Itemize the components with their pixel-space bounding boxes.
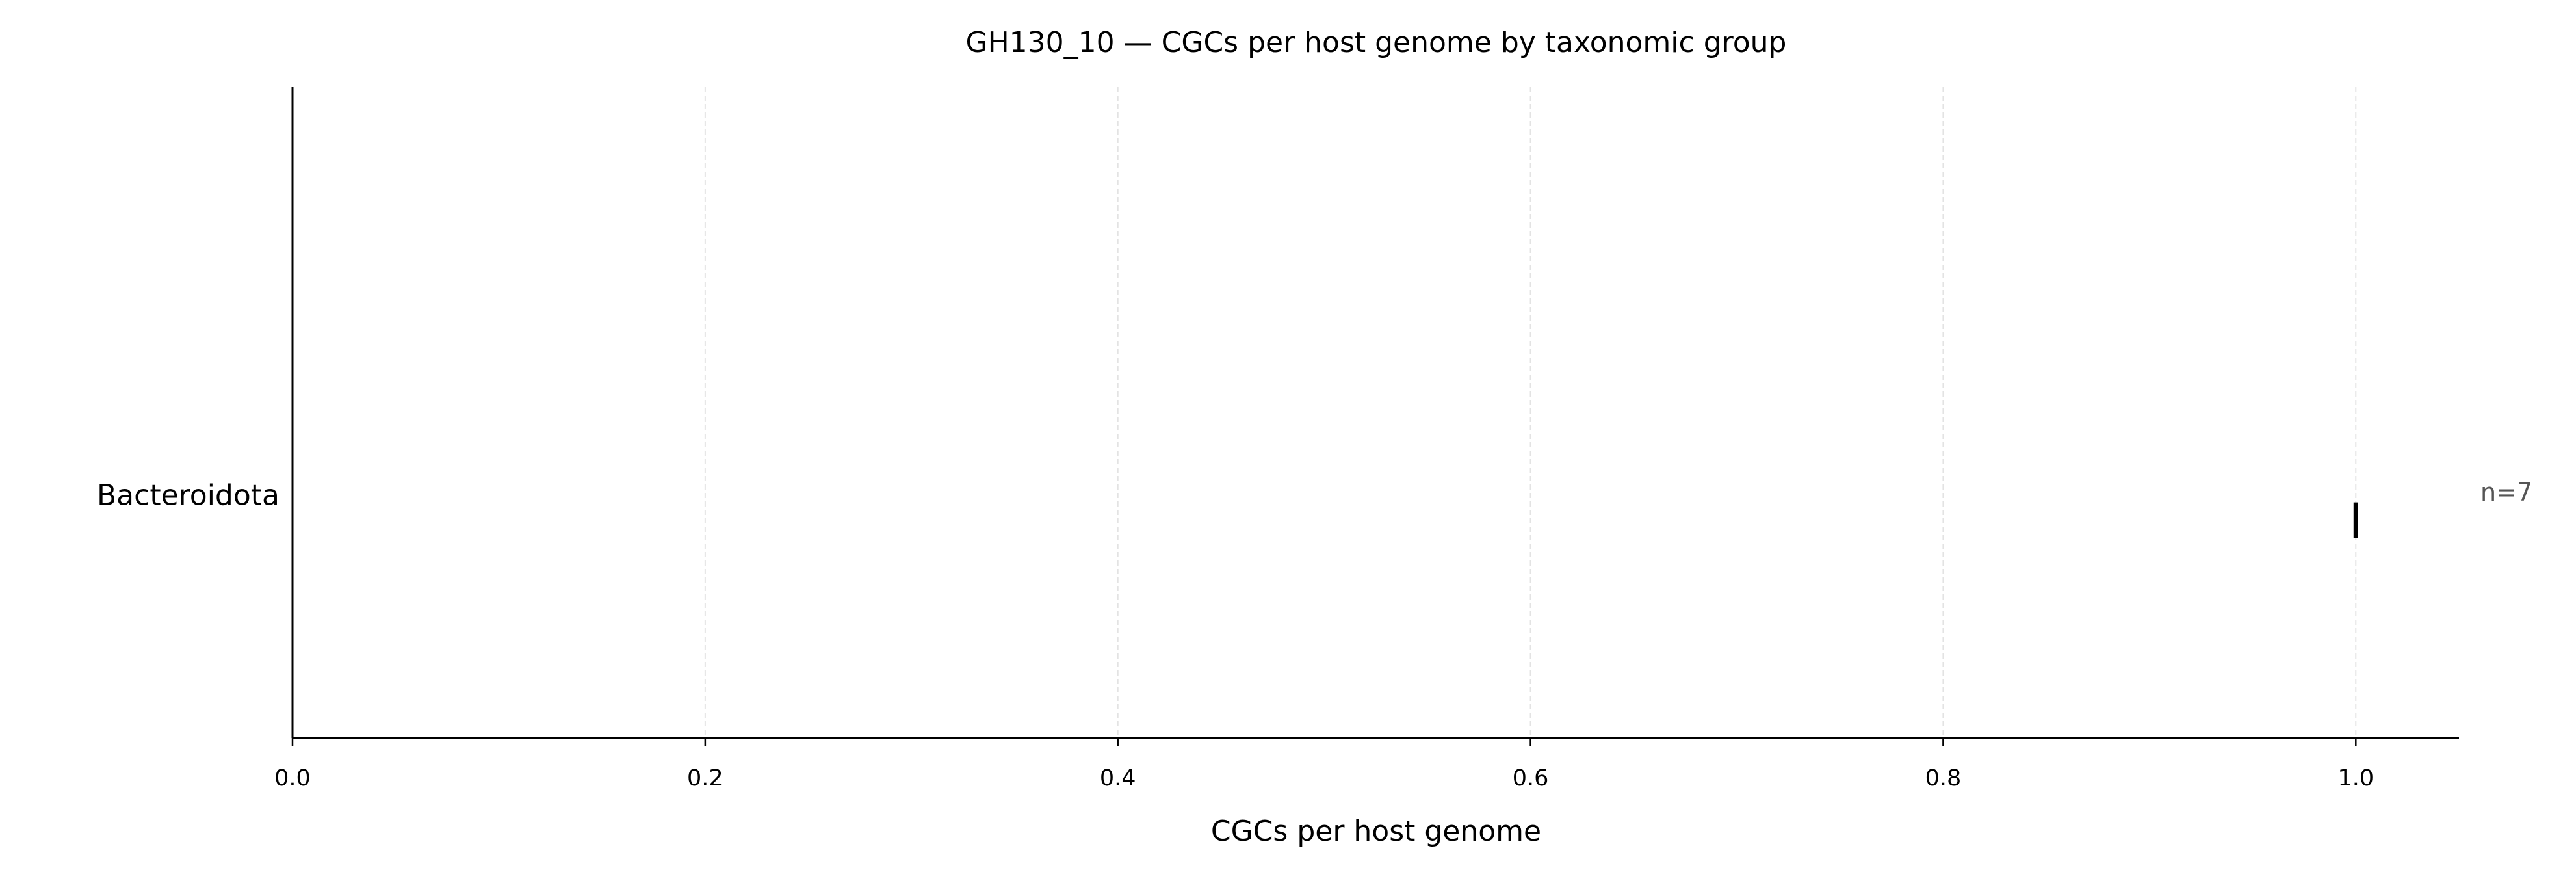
x-tick-label: 1.0: [2337, 765, 2374, 791]
y-tick-label: Bacteroidota: [97, 479, 280, 512]
x-axis-label: CGCs per host genome: [1211, 815, 1541, 848]
x-tick-label: 0.8: [1925, 765, 1962, 791]
x-tick-label: 0.2: [687, 765, 723, 791]
x-tick-label: 0.6: [1513, 765, 1549, 791]
count-annotation: n=7: [2480, 478, 2532, 507]
x-tick-label: 0.0: [274, 765, 311, 791]
x-tick-label: 0.4: [1100, 765, 1136, 791]
chart-title: GH130_10 — CGCs per host genome by taxon…: [966, 26, 1787, 59]
